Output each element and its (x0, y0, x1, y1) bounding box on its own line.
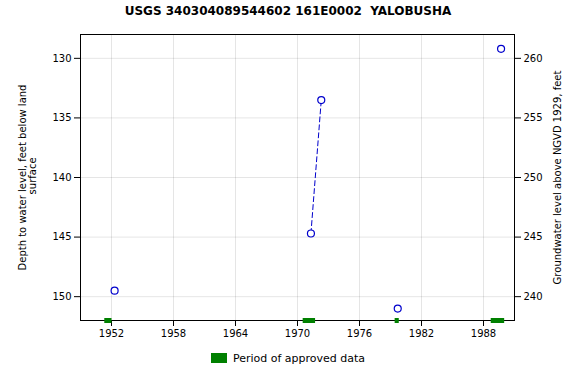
svg-text:1976: 1976 (347, 328, 372, 339)
svg-text:130: 130 (52, 53, 71, 64)
svg-text:150: 150 (52, 291, 71, 302)
svg-text:245: 245 (524, 231, 543, 242)
svg-text:135: 135 (52, 112, 71, 123)
svg-text:1970: 1970 (285, 328, 310, 339)
svg-text:1958: 1958 (161, 328, 186, 339)
svg-text:255: 255 (524, 112, 543, 123)
svg-text:250: 250 (524, 172, 543, 183)
svg-text:140: 140 (52, 172, 71, 183)
svg-text:240: 240 (524, 291, 543, 302)
svg-text:1988: 1988 (471, 328, 496, 339)
svg-text:1952: 1952 (99, 328, 124, 339)
svg-text:1982: 1982 (409, 328, 434, 339)
svg-text:1964: 1964 (223, 328, 248, 339)
svg-text:260: 260 (524, 53, 543, 64)
html-text:Period of approved data: Period of approved data (232, 351, 366, 365)
html-text:USGS 340304089544602 161E0002: USGS 340304089544602 161E0002 YALOBUSHA (124, 4, 452, 18)
svg-text:Depth to water level, feet bel: Depth to water level, feet below land su… (17, 85, 38, 271)
svg-text:145: 145 (52, 231, 71, 242)
svg-text:Groundwater level above NGVD 1: Groundwater level above NGVD 1929, feet (552, 71, 563, 285)
